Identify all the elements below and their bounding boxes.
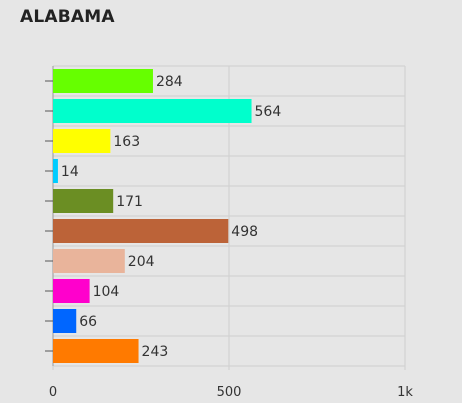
data-label: 104 [93, 284, 120, 300]
data-label: 284 [156, 74, 183, 90]
chart-title: ALABAMA [20, 7, 115, 27]
x-tick-label: 1k [397, 385, 413, 400]
x-tick-label: 0 [49, 385, 57, 400]
data-labels: 284 564 163 14 171 498 204 104 66 243 [61, 74, 281, 360]
bar [53, 189, 114, 213]
data-label: 564 [255, 104, 282, 120]
grid-lines [52, 65, 406, 370]
bar [53, 69, 153, 93]
x-axis-ticks: 0 500 1k [49, 385, 414, 400]
data-label: 14 [61, 164, 79, 180]
bar [53, 249, 125, 273]
x-tick-label: 500 [217, 385, 242, 400]
data-label: 204 [128, 254, 155, 270]
y-axis-ticks [45, 80, 53, 352]
bar [53, 129, 111, 153]
bar [53, 219, 229, 243]
bar [53, 339, 139, 363]
data-label: 66 [79, 314, 97, 330]
bar [53, 279, 90, 303]
bar [53, 99, 252, 123]
bar [53, 159, 58, 183]
bar [53, 309, 77, 333]
data-label: 243 [142, 344, 169, 360]
bars [53, 69, 252, 363]
data-label: 171 [116, 194, 143, 210]
data-label: 163 [113, 134, 140, 150]
data-label: 498 [231, 224, 258, 240]
